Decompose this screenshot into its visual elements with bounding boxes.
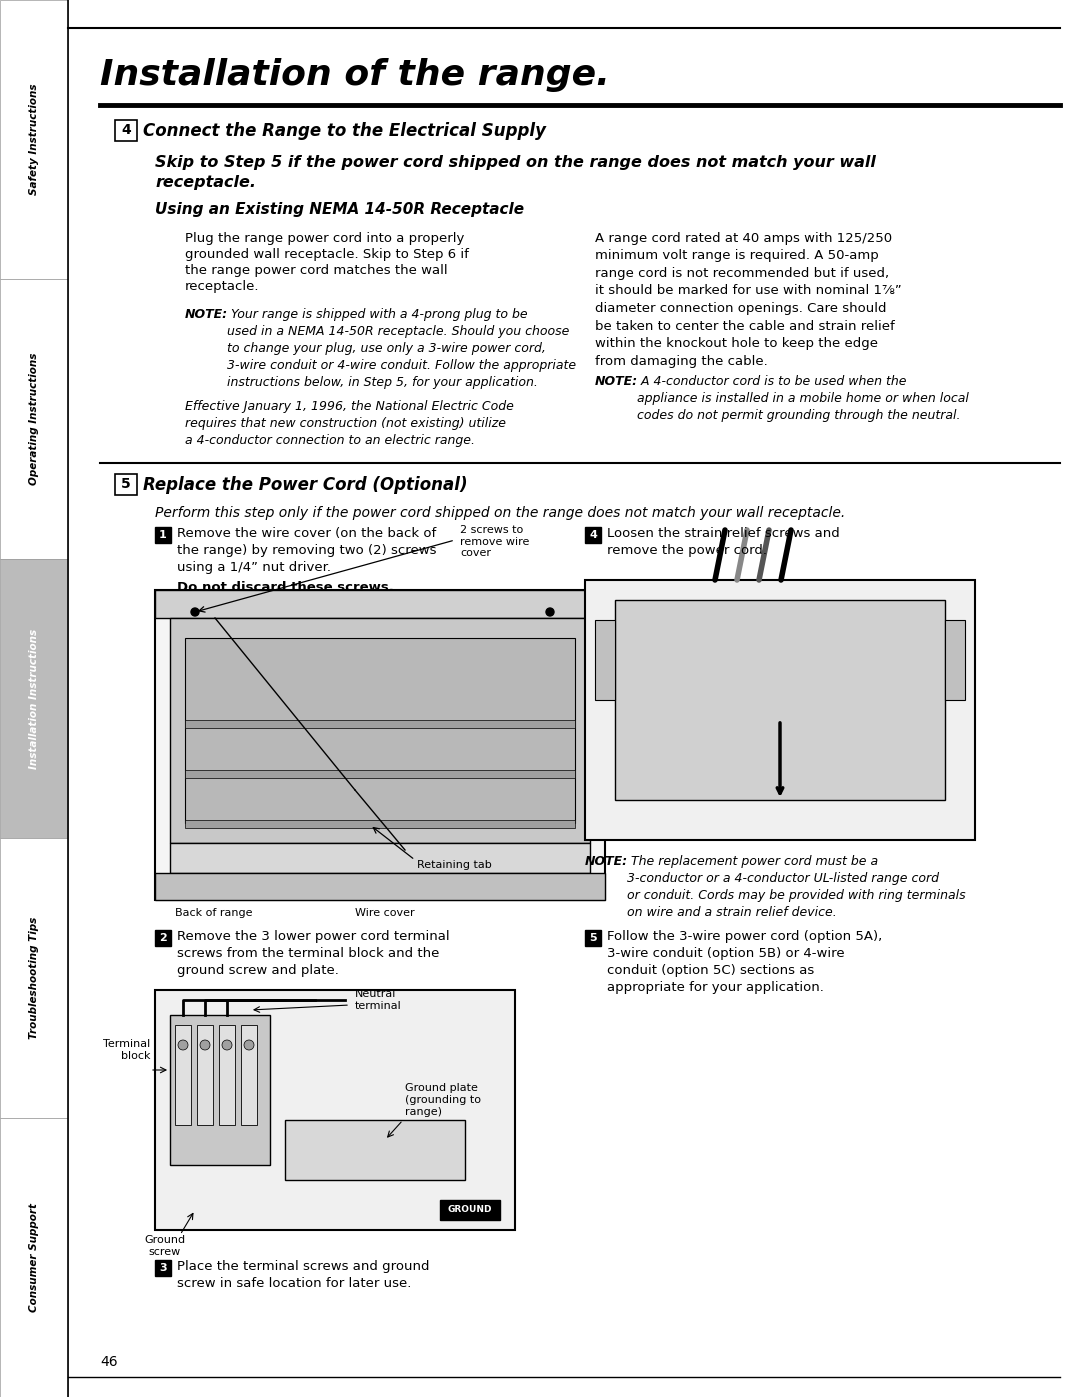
Text: Plug the range power cord into a properly: Plug the range power cord into a properl…: [185, 232, 464, 244]
Bar: [156, 1260, 171, 1275]
Text: The replacement power cord must be a
3-conductor or a 4-conductor UL-listed rang: The replacement power cord must be a 3-c…: [627, 855, 966, 919]
Text: Effective January 1, 1996, the National Electric Code
requires that new construc: Effective January 1, 1996, the National …: [185, 400, 514, 447]
Bar: [595, 620, 615, 700]
Text: Ground plate
(grounding to
range): Ground plate (grounding to range): [405, 1084, 481, 1116]
Text: Wire cover: Wire cover: [355, 908, 415, 918]
Text: Terminal
block: Terminal block: [103, 1039, 150, 1060]
Text: 5: 5: [590, 933, 597, 943]
Circle shape: [191, 608, 199, 616]
Text: Installation Instructions: Installation Instructions: [29, 629, 39, 768]
Text: Using an Existing NEMA 14-50R Receptacle: Using an Existing NEMA 14-50R Receptacle: [156, 203, 524, 217]
Bar: [156, 930, 171, 946]
Bar: [0, 838, 68, 1118]
Bar: [585, 930, 600, 946]
Text: NOTE:: NOTE:: [185, 307, 228, 321]
Text: A range cord rated at 40 amps with 125/250
minimum volt range is required. A 50-: A range cord rated at 40 amps with 125/2…: [595, 232, 902, 367]
Text: Remove the wire cover (on the back of
the range) by removing two (2) screws
usin: Remove the wire cover (on the back of th…: [177, 527, 436, 574]
Text: NOTE:: NOTE:: [585, 855, 629, 868]
Text: Connect the Range to the Electrical Supply: Connect the Range to the Electrical Supp…: [143, 122, 546, 140]
Text: Remove the 3 lower power cord terminal
screws from the terminal block and the
gr: Remove the 3 lower power cord terminal s…: [177, 930, 449, 977]
Circle shape: [200, 1039, 210, 1051]
Text: Place the terminal screws and ground
screw in safe location for later use.: Place the terminal screws and ground scr…: [177, 1260, 430, 1289]
Text: 46: 46: [100, 1355, 118, 1369]
Bar: [156, 873, 605, 900]
Text: Troubleshooting Tips: Troubleshooting Tips: [29, 916, 39, 1039]
Bar: [156, 590, 605, 617]
Text: 5: 5: [121, 478, 131, 492]
Text: Follow the 3-wire power cord (option 5A),
3-wire conduit (option 5B) or 4-wire
c: Follow the 3-wire power cord (option 5A)…: [607, 930, 882, 995]
Text: 3: 3: [159, 1263, 166, 1273]
Circle shape: [244, 1039, 254, 1051]
Text: Your range is shipped with a 4-prong plug to be
used in a NEMA 14-50R receptacle: Your range is shipped with a 4-prong plu…: [227, 307, 576, 388]
Bar: [0, 279, 68, 559]
Text: Safety Instructions: Safety Instructions: [29, 84, 39, 196]
Bar: [440, 1200, 500, 1220]
Bar: [170, 617, 590, 842]
Bar: [0, 1118, 68, 1397]
Text: A 4-conductor cord is to be used when the
appliance is installed in a mobile hom: A 4-conductor cord is to be used when th…: [637, 374, 969, 422]
Text: Do not discard these screws.: Do not discard these screws.: [177, 581, 394, 594]
Bar: [185, 638, 575, 823]
Text: the range power cord matches the wall: the range power cord matches the wall: [185, 264, 447, 277]
Bar: [185, 770, 575, 778]
Bar: [156, 527, 171, 543]
Text: Consumer Support: Consumer Support: [29, 1203, 39, 1312]
Bar: [0, 0, 68, 279]
Text: receptacle.: receptacle.: [185, 279, 259, 293]
Bar: [945, 620, 966, 700]
Text: grounded wall receptacle. Skip to Step 6 if: grounded wall receptacle. Skip to Step 6…: [185, 249, 469, 261]
Text: Neutral
terminal: Neutral terminal: [355, 989, 402, 1011]
Bar: [185, 719, 575, 728]
Text: Back of range: Back of range: [175, 908, 253, 918]
Circle shape: [222, 1039, 232, 1051]
Text: Ground
screw: Ground screw: [145, 1235, 186, 1256]
Bar: [156, 990, 515, 1229]
Circle shape: [178, 1039, 188, 1051]
Text: 1: 1: [159, 529, 167, 541]
Text: 4: 4: [121, 123, 131, 137]
Text: GROUND: GROUND: [448, 1206, 492, 1214]
Text: Replace the Power Cord (Optional): Replace the Power Cord (Optional): [143, 475, 468, 493]
Text: Installation of the range.: Installation of the range.: [100, 59, 610, 92]
Bar: [285, 1120, 465, 1180]
Bar: [185, 820, 575, 828]
Bar: [219, 1025, 235, 1125]
Text: Operating Instructions: Operating Instructions: [29, 353, 39, 485]
Bar: [585, 580, 975, 840]
Text: Loosen the strain relief screws and
remove the power cord.: Loosen the strain relief screws and remo…: [607, 527, 840, 557]
Bar: [175, 1025, 191, 1125]
Bar: [0, 559, 68, 838]
Bar: [156, 590, 605, 900]
Bar: [585, 527, 600, 543]
Text: 2 screws to
remove wire
cover: 2 screws to remove wire cover: [460, 525, 529, 559]
Bar: [114, 120, 137, 141]
Text: 2: 2: [159, 933, 167, 943]
Text: receptacle.: receptacle.: [156, 175, 256, 190]
Bar: [241, 1025, 257, 1125]
Bar: [197, 1025, 213, 1125]
Bar: [114, 474, 137, 495]
Bar: [615, 599, 945, 800]
Text: 4: 4: [589, 529, 597, 541]
Bar: [170, 842, 590, 873]
Text: NOTE:: NOTE:: [595, 374, 638, 388]
Text: Retaining tab: Retaining tab: [417, 861, 491, 870]
Circle shape: [546, 608, 554, 616]
Text: Skip to Step 5 if the power cord shipped on the range does not match your wall: Skip to Step 5 if the power cord shipped…: [156, 155, 876, 170]
Bar: [170, 1016, 270, 1165]
Text: Perform this step only if the power cord shipped on the range does not match you: Perform this step only if the power cord…: [156, 506, 846, 520]
